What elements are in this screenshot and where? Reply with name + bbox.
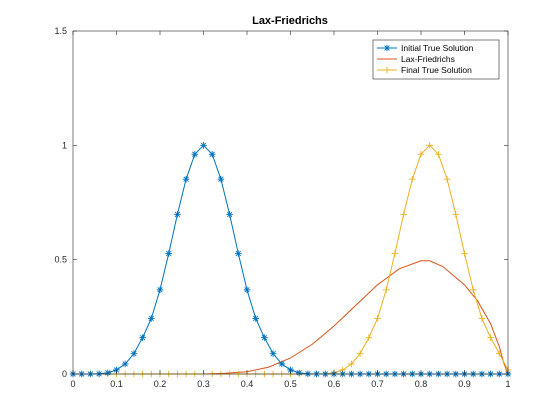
data-point-final-true-solution [391, 250, 399, 257]
legend-item-lax-friedrichs: Lax-Friedrichs [377, 54, 455, 64]
data-point-final-true-solution [426, 142, 433, 149]
data-point-initial-true-solution-d2 [270, 350, 276, 357]
data-point-initial-true-solution [278, 360, 286, 368]
y-tick-label: 1.5 [54, 26, 67, 36]
data-point-final-true-solution [400, 211, 407, 218]
data-point-final-true-solution [365, 334, 373, 341]
series-line-lax-friedrichs [73, 260, 509, 375]
data-point-initial-true-solution [217, 175, 225, 183]
legend-marker-initial-true-solution-d2 [384, 45, 390, 51]
data-point-initial-true-solution-d2 [226, 211, 233, 218]
data-point-initial-true-solution [121, 360, 129, 368]
data-point-initial-true-solution [235, 250, 242, 257]
legend-label-initial-true-solution: Initial True Solution [401, 43, 474, 53]
data-point-initial-true-solution-d2 [218, 176, 224, 182]
legend-item-initial-true-solution: Initial True Solution [377, 43, 474, 53]
data-point-initial-true-solution [130, 350, 138, 357]
data-point-initial-true-solution-d2 [113, 367, 120, 373]
x-tick-label: 0.9 [458, 379, 471, 389]
legend-marker-initial-true-solution [383, 44, 391, 52]
axes-layer: 0 0.1 0.2 0.3 0.4 0.5 0.6 0.7 0.8 0.9 1 0 0.5 1 1.5 [54, 26, 510, 389]
x-tick-label: 0.8 [415, 379, 428, 389]
data-point-initial-true-solution-d2 [157, 287, 163, 293]
legend-label-final-true-solution: Final True Solution [401, 65, 472, 75]
data-point-initial-true-solution-d2 [287, 367, 294, 373]
data-point-final-true-solution [356, 350, 364, 357]
data-point-initial-true-solution [182, 175, 190, 183]
data-point-initial-true-solution [174, 211, 181, 218]
data-point-initial-true-solution [191, 150, 199, 158]
data-point-initial-true-solution-d2 [166, 250, 172, 257]
legend-marker-final-true-solution [383, 66, 391, 74]
data-point-initial-true-solution-d2 [122, 361, 128, 367]
data-point-initial-true-solution-d2 [279, 361, 285, 367]
data-point-initial-true-solution [165, 250, 172, 257]
data-point-final-true-solution [452, 211, 460, 218]
data-point-initial-true-solution-d2 [131, 350, 137, 357]
data-point-initial-true-solution-d2 [209, 151, 215, 157]
data-point-initial-true-solution-d2 [296, 370, 302, 376]
y-tick-label: 0 [62, 369, 67, 379]
x-tick-label: 0 [70, 379, 75, 389]
plot-area [73, 31, 508, 374]
data-point-final-true-solution [461, 250, 468, 257]
y-tick-label: 1 [62, 140, 67, 150]
data-point-final-true-solution [469, 286, 477, 294]
x-tick-label: 0.3 [197, 379, 210, 389]
data-point-final-true-solution [382, 286, 390, 294]
data-point-initial-true-solution [156, 286, 164, 294]
legend-item-final-true-solution: Final True Solution [377, 65, 472, 75]
data-point-initial-true-solution-d2 [244, 287, 250, 293]
data-point-initial-true-solution-d2 [235, 250, 241, 257]
x-tick-label: 0.7 [371, 379, 384, 389]
data-point-initial-true-solution-d2 [200, 142, 207, 149]
data-point-final-true-solution [487, 334, 494, 341]
data-point-initial-true-solution [295, 369, 303, 377]
data-point-initial-true-solution-d2 [192, 151, 198, 157]
data-point-initial-true-solution [269, 350, 277, 357]
data-point-initial-true-solution [252, 315, 259, 322]
data-point-initial-true-solution [139, 334, 146, 341]
data-point-initial-true-solution [243, 286, 251, 294]
data-point-initial-true-solution [104, 369, 112, 377]
data-point-initial-true-solution-d2 [148, 315, 154, 322]
x-tick-label: 0.1 [110, 379, 123, 389]
chart-title: Lax-Friedrichs [252, 15, 328, 27]
data-point-initial-true-solution [261, 334, 268, 341]
data-point-initial-true-solution-d2 [174, 211, 181, 218]
data-point-initial-true-solution-d2 [253, 315, 259, 322]
data-point-final-true-solution [435, 150, 442, 158]
data-point-initial-true-solution [208, 150, 216, 158]
data-point-initial-true-solution-d2 [139, 334, 146, 341]
data-point-initial-true-solution-d2 [261, 334, 268, 341]
y-tick-label: 0.5 [54, 255, 67, 265]
data-point-final-true-solution [417, 150, 425, 158]
data-point-final-true-solution [496, 350, 503, 357]
data-point-initial-true-solution-d2 [105, 370, 111, 376]
data-point-final-true-solution [443, 175, 451, 183]
data-point-final-true-solution [374, 315, 381, 322]
legend-label-lax-friedrichs: Lax-Friedrichs [401, 54, 455, 64]
data-point-initial-true-solution [148, 315, 155, 322]
data-point-final-true-solution [478, 315, 486, 322]
data-point-final-true-solution [348, 360, 355, 368]
data-point-final-true-solution [409, 175, 416, 183]
data-point-initial-true-solution [226, 211, 233, 218]
legend: Initial True SolutionLax-FriedrichsFinal… [372, 39, 500, 80]
data-point-initial-true-solution-d2 [183, 176, 189, 182]
x-tick-label: 0.6 [328, 379, 341, 389]
x-tick-label: 0.4 [241, 379, 254, 389]
series-lax-friedrichs [73, 260, 509, 375]
x-tick-label: 0.5 [284, 379, 297, 389]
x-tick-label: 1 [505, 379, 510, 389]
data-point-initial-true-solution [200, 142, 207, 149]
x-tick-label: 0.2 [154, 379, 167, 389]
